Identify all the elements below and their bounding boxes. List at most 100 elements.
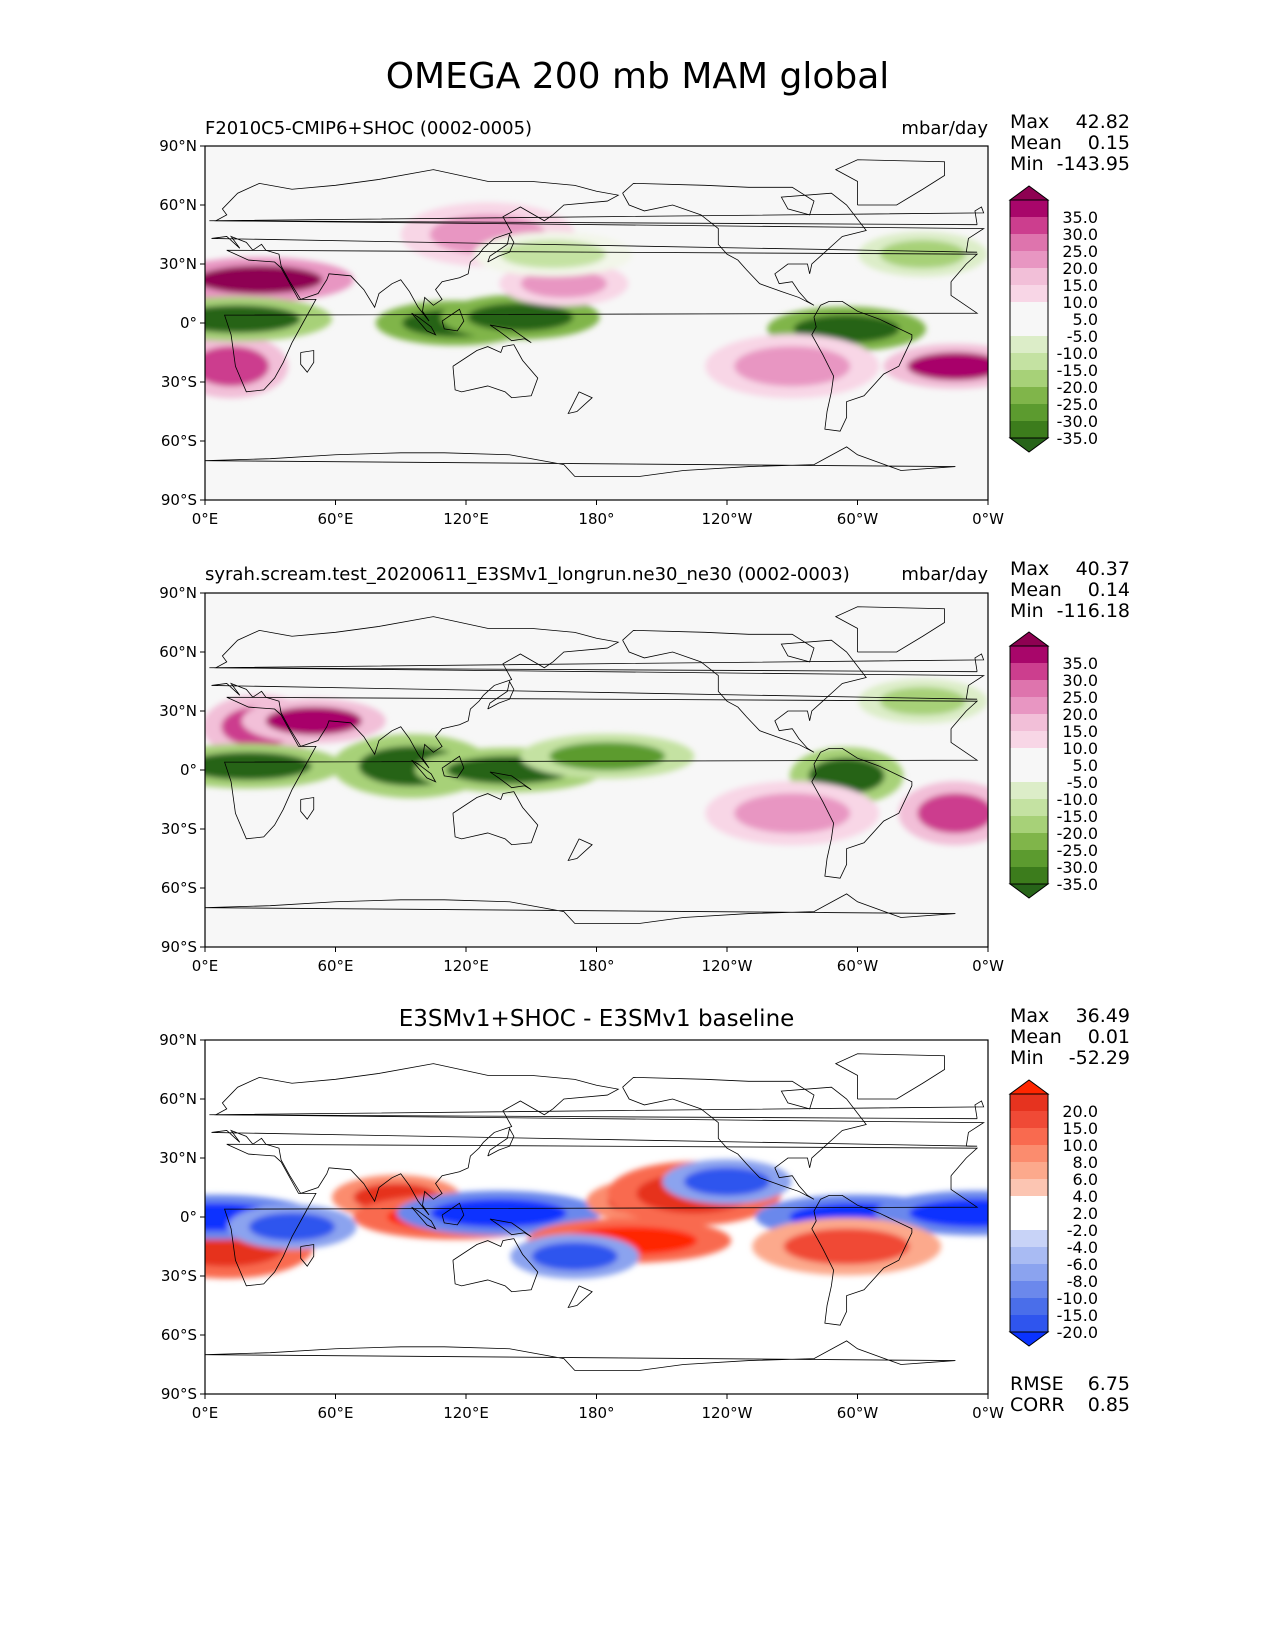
colorbar-extend-top (1008, 185, 1050, 201)
colorbar-label: -2.0 (1066, 1221, 1098, 1240)
x-tick-label: 60°E (317, 957, 354, 975)
coastline (209, 1100, 985, 1120)
coastline (487, 680, 515, 710)
colorbar-label: -30.0 (1056, 412, 1098, 431)
y-tick-label: 30°N (159, 702, 197, 720)
colorbar-segment (1010, 251, 1048, 268)
colorbar-label: -8.0 (1066, 1272, 1098, 1291)
panel1-min-value: -143.95 (1056, 153, 1130, 175)
y-tick-label: 30°S (160, 820, 197, 838)
coastline (209, 653, 985, 673)
field-core (549, 742, 666, 771)
colorbar-segment (1010, 268, 1048, 285)
map-panel-2 (200, 592, 1050, 952)
colorbar-segment (1010, 1162, 1048, 1179)
colorbar-label: 20.0 (1062, 705, 1098, 724)
field-core (783, 1228, 910, 1265)
colorbar-label: -10.0 (1056, 790, 1098, 809)
x-tick-label: 120°E (443, 510, 489, 528)
colorbar-segment (1010, 646, 1048, 663)
panel2-mean-value: 0.14 (1087, 579, 1130, 601)
y-tick-label: 60°S (160, 432, 197, 450)
panel3-max-label: Max (1010, 1005, 1050, 1027)
map-panel-3 (200, 1039, 1050, 1399)
y-tick-label: 30°S (160, 1267, 197, 1285)
y-tick-label: 90°N (159, 137, 197, 155)
coastline (224, 696, 979, 840)
coastline (487, 233, 515, 263)
coastline (441, 308, 465, 332)
colorbar-segment (1010, 663, 1048, 680)
field-core (205, 346, 270, 387)
y-tick-label: 30°S (160, 373, 197, 391)
field-core (500, 240, 606, 269)
x-tick-label: 60°E (317, 1404, 354, 1422)
colorbar-extend-top (1008, 631, 1050, 647)
colorbar-label: 10.0 (1062, 293, 1098, 312)
panel3-min-value: -52.29 (1068, 1047, 1130, 1069)
panel3-rmse-value: 6.75 (1087, 1373, 1130, 1395)
coastline (224, 249, 979, 393)
x-tick-label: 60°W (836, 957, 879, 975)
colorbar-segment (1010, 1315, 1048, 1332)
panel1-mean-value: 0.15 (1087, 132, 1130, 154)
panel3-max-value: 36.49 (1075, 1005, 1130, 1027)
y-tick-label: 0° (179, 314, 197, 332)
colorbar-label: 5.0 (1072, 756, 1098, 775)
field-core (907, 352, 988, 381)
panel1-min-label: Min (1010, 153, 1044, 175)
colorbar-segment (1010, 200, 1048, 217)
x-tick-label: 120°W (701, 510, 753, 528)
coastline (811, 1194, 913, 1326)
colorbar-extend-top (1008, 1079, 1050, 1095)
map-panel-1 (200, 145, 1050, 505)
field-core (249, 1212, 335, 1241)
colorbar-label: -5.0 (1066, 773, 1098, 792)
coastline (567, 838, 593, 862)
colorbar-segment (1010, 1298, 1048, 1315)
colorbar-segment (1010, 234, 1048, 251)
y-tick-label: 60°S (160, 1326, 197, 1344)
panel3-title: E3SMv1+SHOC - E3SMv1 baseline (398, 1006, 795, 1032)
x-tick-label: 60°E (317, 510, 354, 528)
field-core (467, 303, 574, 332)
coastline (811, 747, 913, 879)
colorbar-segment (1010, 680, 1048, 697)
panel3-mean-value: 0.01 (1087, 1026, 1130, 1048)
colorbar-label: 20.0 (1062, 1102, 1098, 1121)
colorbar-segment (1010, 336, 1048, 353)
colorbar-label: 25.0 (1062, 242, 1098, 261)
colorbar-label: 30.0 (1062, 671, 1098, 690)
x-tick-label: 120°E (443, 1404, 489, 1422)
colorbar-segment (1010, 1145, 1048, 1162)
colorbar (1008, 1079, 1050, 1347)
x-tick-label: 0°E (191, 1404, 219, 1422)
coastline (441, 755, 465, 779)
colorbar-segment (1010, 833, 1048, 850)
colorbar-segment (1010, 850, 1048, 867)
colorbar-segment (1010, 1264, 1048, 1281)
panel2-min-label: Min (1010, 600, 1044, 622)
colorbar-extend-bottom (1008, 883, 1050, 899)
colorbar-label: -5.0 (1066, 327, 1098, 346)
colorbar-label: -35.0 (1056, 429, 1098, 448)
coastline (205, 893, 956, 924)
colorbar-frame (1009, 1093, 1049, 1333)
y-tick-label: 30°N (159, 1149, 197, 1167)
y-tick-label: 90°S (160, 938, 197, 956)
y-tick-label: 60°N (159, 643, 197, 661)
colorbar-label: -20.0 (1056, 378, 1098, 397)
colorbar-segment (1010, 353, 1048, 370)
colorbar (1008, 185, 1050, 453)
colorbar-segment (1010, 714, 1048, 731)
field-core (430, 1199, 567, 1228)
colorbar-frame (1009, 199, 1049, 439)
coastline (622, 1076, 867, 1200)
coastline (489, 324, 532, 344)
coastline (452, 1238, 539, 1293)
coastlines (205, 1053, 985, 1371)
y-tick-label: 60°N (159, 1090, 197, 1108)
colorbar-label: 15.0 (1062, 722, 1098, 741)
x-tick-label: 180° (578, 510, 615, 528)
colorbar-label: -25.0 (1056, 395, 1098, 414)
